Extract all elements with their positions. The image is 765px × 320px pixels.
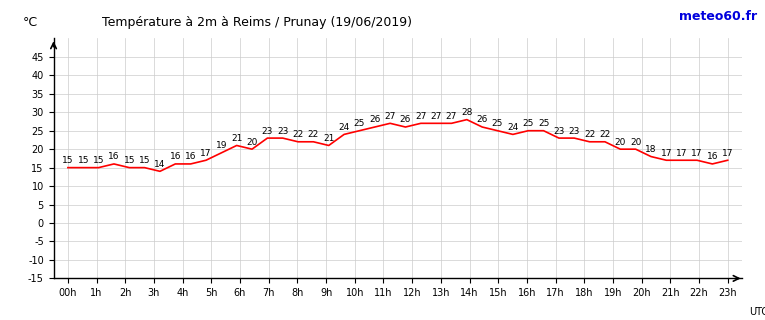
Text: 26: 26 bbox=[400, 116, 411, 124]
Text: 16: 16 bbox=[707, 152, 718, 161]
Text: 27: 27 bbox=[385, 112, 396, 121]
Text: 23: 23 bbox=[277, 126, 288, 135]
Text: 17: 17 bbox=[676, 149, 688, 158]
Text: 21: 21 bbox=[231, 134, 243, 143]
Text: 23: 23 bbox=[553, 126, 565, 135]
Text: 25: 25 bbox=[492, 119, 503, 128]
Text: 26: 26 bbox=[477, 116, 488, 124]
Text: 17: 17 bbox=[722, 149, 734, 158]
Text: 25: 25 bbox=[522, 119, 534, 128]
Text: 17: 17 bbox=[661, 149, 672, 158]
Text: Température à 2m à Reims / Prunay (19/06/2019): Température à 2m à Reims / Prunay (19/06… bbox=[102, 16, 412, 29]
Text: 20: 20 bbox=[630, 138, 641, 147]
Text: °C: °C bbox=[23, 16, 37, 29]
Text: 16: 16 bbox=[185, 152, 197, 161]
Text: 22: 22 bbox=[292, 130, 304, 139]
Text: UTC: UTC bbox=[749, 307, 765, 317]
Text: 17: 17 bbox=[200, 149, 212, 158]
Text: 23: 23 bbox=[568, 126, 580, 135]
Text: 26: 26 bbox=[369, 116, 380, 124]
Text: 25: 25 bbox=[538, 119, 549, 128]
Text: 24: 24 bbox=[338, 123, 350, 132]
Text: 20: 20 bbox=[246, 138, 258, 147]
Text: 27: 27 bbox=[446, 112, 457, 121]
Text: 24: 24 bbox=[507, 123, 519, 132]
Text: 15: 15 bbox=[77, 156, 89, 165]
Text: 15: 15 bbox=[93, 156, 104, 165]
Text: 22: 22 bbox=[584, 130, 595, 139]
Text: 15: 15 bbox=[62, 156, 73, 165]
Text: 21: 21 bbox=[323, 134, 334, 143]
Text: 22: 22 bbox=[599, 130, 610, 139]
Text: 15: 15 bbox=[139, 156, 151, 165]
Text: meteo60.fr: meteo60.fr bbox=[679, 10, 757, 23]
Text: 23: 23 bbox=[262, 126, 273, 135]
Text: 14: 14 bbox=[155, 160, 166, 169]
Text: 16: 16 bbox=[108, 152, 119, 161]
Text: 19: 19 bbox=[216, 141, 227, 150]
Text: 17: 17 bbox=[692, 149, 703, 158]
Text: 27: 27 bbox=[431, 112, 442, 121]
Text: 15: 15 bbox=[123, 156, 135, 165]
Text: 20: 20 bbox=[614, 138, 626, 147]
Text: 22: 22 bbox=[308, 130, 319, 139]
Text: 18: 18 bbox=[645, 145, 656, 154]
Text: 25: 25 bbox=[353, 119, 365, 128]
Text: 28: 28 bbox=[461, 108, 473, 117]
Text: 27: 27 bbox=[415, 112, 427, 121]
Text: 16: 16 bbox=[170, 152, 181, 161]
